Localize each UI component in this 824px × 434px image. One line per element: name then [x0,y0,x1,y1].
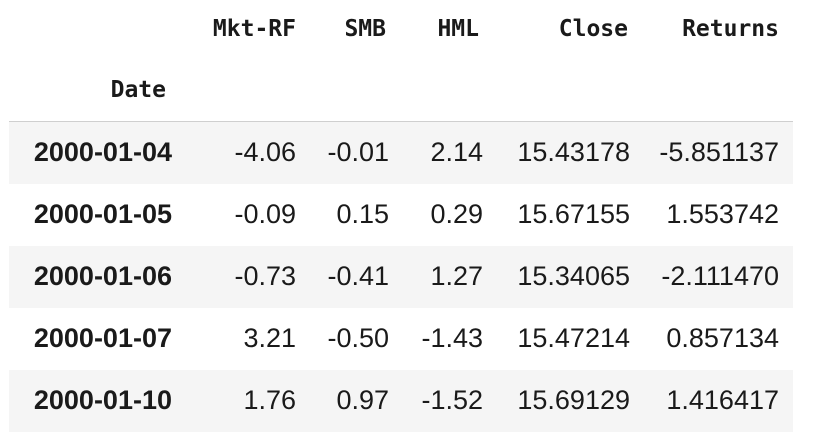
column-header: Returns [682,16,779,42]
table-row: 2000-01-05 -0.09 0.15 0.29 15.67155 1.55… [9,184,793,246]
corner-cell [9,0,172,58]
row-index-date: 2000-01-05 [33,199,172,229]
cell-smb: 0.97 [336,385,389,415]
row-index-date: 2000-01-07 [33,323,172,353]
cell-smb: -0.01 [327,137,389,168]
cell-mkt-rf: 3.21 [243,323,296,353]
cell-close: 15.69129 [517,385,630,415]
table-header: Mkt-RF SMB HML Close Returns Date [9,0,793,122]
empty-header-cell [389,58,483,122]
table-row: 2000-01-04 -4.06 -0.01 2.14 15.43178 -5.… [9,121,793,184]
cell-returns: 1.416417 [666,385,779,415]
column-header: Close [558,16,628,42]
cell-close: 15.67155 [517,199,630,229]
empty-header-cell [630,58,793,122]
index-name: Date [110,76,166,103]
column-header-row: Mkt-RF SMB HML Close Returns [9,0,793,58]
table-body: 2000-01-04 -4.06 -0.01 2.14 15.43178 -5.… [9,121,793,432]
cell-returns: 0.857134 [666,323,779,353]
empty-header-cell [172,58,298,122]
empty-header-cell [483,58,630,122]
cell-returns: -2.111470 [661,261,779,291]
row-index-date: 2000-01-10 [33,385,172,415]
empty-header-cell [298,58,389,122]
cell-smb: 0.15 [336,199,389,229]
dataframe-table: Mkt-RF SMB HML Close Returns Date 2000-0… [9,0,793,432]
cell-close: 15.47214 [517,323,630,353]
row-index-date: 2000-01-04 [33,137,172,168]
cell-smb: -0.50 [327,323,389,353]
column-header: Mkt-RF [212,16,296,42]
cell-mkt-rf: -4.06 [234,137,296,168]
cell-close: 15.43178 [517,137,630,168]
index-header-row: Date [9,58,793,122]
cell-returns: -5.851137 [659,137,779,168]
cell-mkt-rf: -0.73 [234,261,296,291]
cell-hml: 1.27 [430,261,483,291]
cell-returns: 1.553742 [666,199,779,229]
table-row: 2000-01-06 -0.73 -0.41 1.27 15.34065 -2.… [9,245,793,308]
column-header: SMB [344,16,386,42]
cell-close: 15.34065 [517,261,630,291]
cell-hml: 0.29 [430,199,483,229]
cell-mkt-rf: 1.76 [243,385,296,415]
cell-hml: -1.52 [421,385,483,415]
cell-smb: -0.41 [327,261,389,291]
row-index-date: 2000-01-06 [33,261,172,291]
cell-hml: 2.14 [430,137,483,168]
table-row: 2000-01-07 3.21 -0.50 -1.43 15.47214 0.8… [9,308,793,370]
column-header: HML [437,16,479,42]
table-row: 2000-01-10 1.76 0.97 -1.52 15.69129 1.41… [9,369,793,432]
cell-mkt-rf: -0.09 [234,199,296,229]
cell-hml: -1.43 [421,323,483,353]
